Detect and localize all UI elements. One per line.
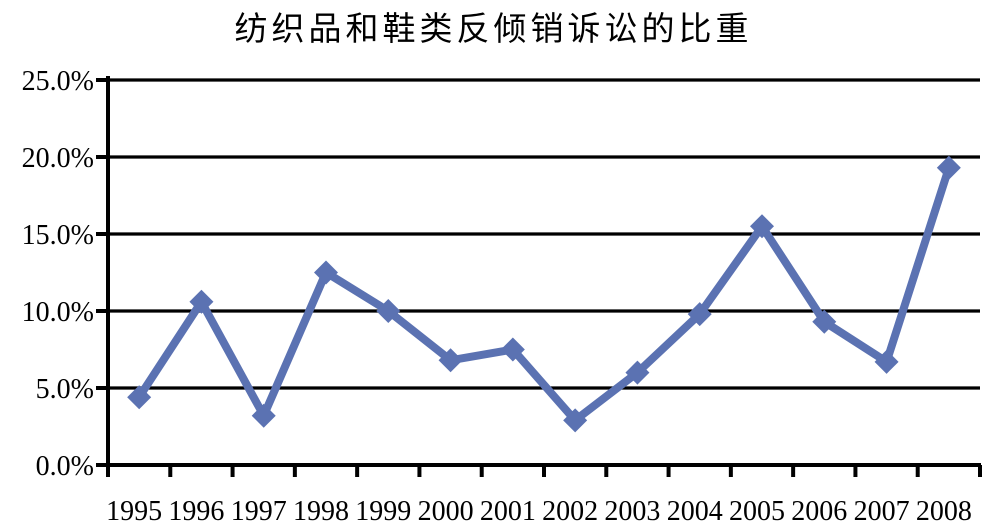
series-line bbox=[135, 166, 953, 426]
x-tick-label-1995: 1995 bbox=[106, 496, 162, 527]
x-tick-label-2006: 2006 bbox=[791, 496, 847, 527]
data-point-marker-2008 bbox=[936, 155, 961, 180]
x-tick-label-2000: 2000 bbox=[418, 496, 474, 527]
x-tick-label-1999: 1999 bbox=[355, 496, 411, 527]
x-tick-label-2007: 2007 bbox=[854, 496, 910, 527]
data-point-marker-1995 bbox=[127, 385, 152, 410]
data-point-marker-2005 bbox=[750, 214, 774, 239]
y-tick-label-15: 15.0% bbox=[22, 220, 94, 251]
y-tick-label-20: 20.0% bbox=[22, 143, 94, 174]
data-point-marker-1996 bbox=[189, 289, 214, 314]
y-tick-label-25: 25.0% bbox=[22, 66, 94, 97]
x-tick-label-2004: 2004 bbox=[667, 496, 723, 527]
data-point-marker-1999 bbox=[376, 299, 401, 323]
y-tick-label-0: 0.0% bbox=[36, 451, 94, 482]
x-tick-label-1998: 1998 bbox=[293, 496, 349, 527]
data-point-marker-2007 bbox=[874, 349, 899, 374]
data-point-marker-2000 bbox=[438, 348, 463, 373]
x-tick-label-2002: 2002 bbox=[542, 496, 598, 527]
y-tick-label-5: 5.0% bbox=[36, 374, 94, 405]
x-tick-label-2001: 2001 bbox=[480, 496, 536, 527]
data-point-marker-2002 bbox=[563, 408, 588, 433]
x-tick-label-1996: 1996 bbox=[168, 496, 224, 527]
data-point-marker-2003 bbox=[625, 360, 650, 385]
data-point-marker-1998 bbox=[314, 260, 338, 285]
x-tick-label-2003: 2003 bbox=[604, 496, 660, 527]
data-point-marker-2004 bbox=[687, 302, 712, 327]
x-tick-label-1997: 1997 bbox=[231, 496, 287, 527]
y-tick-label-10: 10.0% bbox=[22, 297, 94, 328]
data-point-marker-2006 bbox=[812, 309, 837, 334]
x-tick-label-2005: 2005 bbox=[729, 496, 785, 527]
data-point-marker-2001 bbox=[500, 337, 525, 362]
x-tick-label-2008: 2008 bbox=[916, 496, 972, 527]
chart-title: 纺织品和鞋类反倾销诉讼的比重 bbox=[234, 12, 753, 48]
data-point-marker-1997 bbox=[251, 403, 276, 428]
